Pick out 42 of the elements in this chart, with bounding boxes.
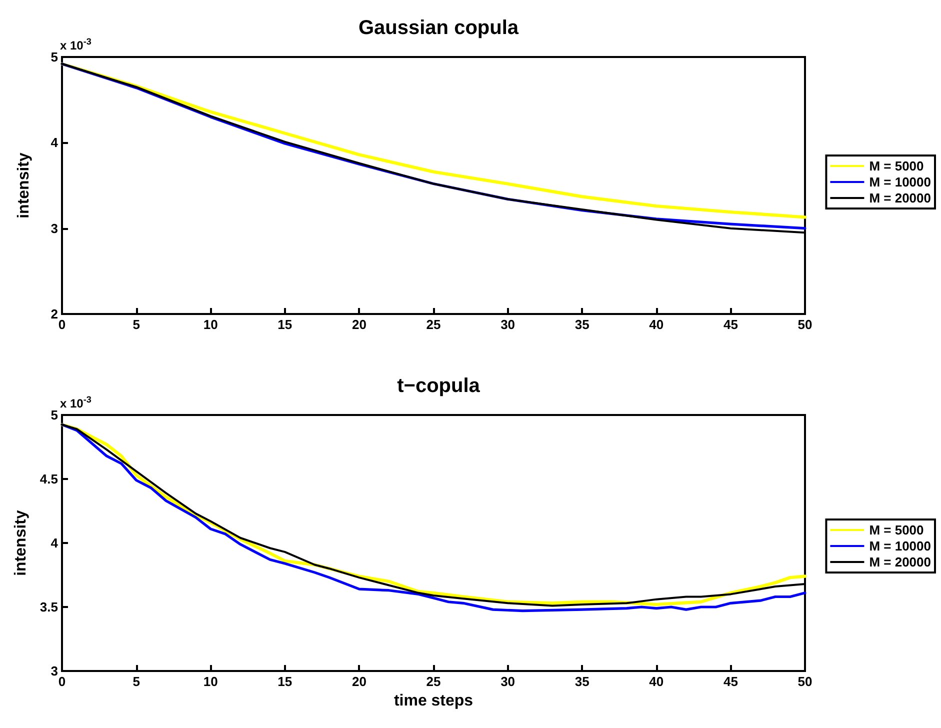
x-tick-label: 35: [574, 317, 590, 332]
legend-label: M = 20000: [869, 190, 932, 206]
chart-title: t−copula: [397, 375, 481, 397]
x-tick-label: 40: [649, 674, 664, 689]
x-tick-label: 0: [58, 674, 66, 689]
x-tick-label: 45: [723, 674, 738, 689]
x-tick-label: 15: [278, 317, 292, 332]
x-tick-label: 30: [500, 317, 516, 332]
y-tick-label: 4: [50, 536, 59, 550]
legend-label: M = 10000: [869, 174, 932, 190]
x-tick-label: 25: [426, 317, 441, 332]
x-tick-label: 35: [574, 674, 590, 689]
x-tick-label: 10: [203, 674, 218, 689]
x-tick-label: 50: [798, 674, 812, 689]
chart-title: Gaussian copula: [358, 17, 520, 39]
y-tick-label: 4: [50, 135, 59, 150]
y-tick-label: 3: [50, 220, 58, 236]
legend-label: M = 5000: [869, 158, 924, 174]
x-tick-label: 5: [132, 317, 140, 332]
x-tick-label: 10: [203, 317, 218, 332]
x-tick-label: 50: [798, 317, 812, 332]
x-tick-label: 15: [278, 674, 292, 689]
legend-label: M = 5000: [869, 522, 924, 538]
y-axis-title: intensity: [12, 510, 30, 576]
y-tick-label: 5: [50, 50, 58, 64]
y-tick-label: 4.5: [40, 472, 58, 486]
y-tick-label: 2: [50, 306, 58, 322]
y-tick-label: 3.5: [40, 600, 58, 614]
x-tick-label: 30: [500, 674, 516, 689]
x-tick-label: 20: [352, 317, 366, 332]
y-tick-label: 5: [50, 408, 58, 422]
legend-label: M = 20000: [869, 554, 932, 570]
x-tick-label: 20: [352, 674, 366, 689]
x-axis-title: time steps: [394, 692, 474, 710]
x-tick-label: 40: [649, 317, 664, 332]
x-tick-label: 25: [426, 674, 441, 689]
x-tick-label: 45: [723, 317, 738, 332]
y-tick-label: 3: [50, 664, 58, 678]
x-tick-label: 5: [132, 674, 140, 689]
y-axis-title: intensity: [16, 152, 32, 218]
x-tick-label: 0: [58, 317, 66, 332]
legend-label: M = 10000: [869, 538, 932, 554]
